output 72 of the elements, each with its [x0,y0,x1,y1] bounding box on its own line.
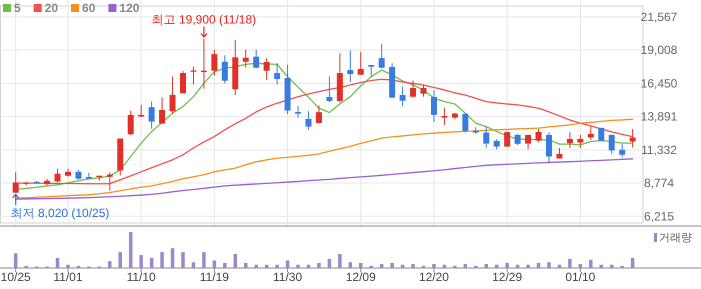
bar [578,264,582,268]
legend-label: 5 [14,1,21,15]
bar [181,252,185,268]
bar [275,264,279,268]
bar [223,262,227,268]
bar [442,264,446,268]
bar [390,262,394,268]
bar [244,262,248,268]
y-tick-label: 19,008 [640,43,678,58]
bar [170,248,174,268]
bar [14,253,18,268]
bar [526,264,530,268]
x-tick-label: 12/09 [346,270,376,284]
bar [306,264,310,268]
bar [56,258,60,268]
x-tick-label: 01/10 [565,270,596,284]
bar [212,260,216,268]
bar [359,262,363,268]
y-tick-label: 13,891 [640,110,678,124]
bar [380,264,384,268]
bar [139,255,143,268]
bar [150,258,154,268]
x-tick-label: 12/29 [492,270,522,284]
y-tick-label: 16,450 [640,76,678,90]
bar [558,264,562,268]
bar [160,252,164,268]
bar [464,264,468,268]
bar [202,252,206,268]
bar [568,259,572,268]
bar [108,261,112,268]
bar [286,260,290,268]
bar [348,262,352,268]
y-tick-label: 8,774 [644,176,674,190]
y-tick-label: 6,215 [644,209,674,224]
x-tick-label: 11/30 [272,270,302,284]
bar [536,262,540,268]
y-tick-label: 21,567 [640,10,678,24]
annotation: 최고 19,900 (11/18) [152,12,256,26]
y-tick-label: 11,332 [641,142,678,157]
bar [254,264,258,268]
bar [338,254,342,268]
bar [128,232,132,268]
bar [317,262,321,268]
bar [66,264,70,268]
bar [328,259,332,268]
bar [516,264,520,268]
bar [505,262,509,268]
legend-label: 60 [82,1,96,15]
bar [610,264,614,268]
x-tick-label: 12/20 [418,270,450,284]
bar [118,252,122,268]
bar [400,264,404,268]
legend-label: 20 [44,1,58,15]
bar [494,264,498,268]
bar [630,258,634,268]
x-tick-label: 10/25 [0,270,32,284]
x-tick-label: 11/19 [200,270,230,284]
x-tick-label: 11/01 [53,270,83,284]
bar [547,262,551,268]
bar [484,264,488,268]
x-tick-label: 11/10 [126,270,156,284]
bar [234,254,238,268]
legend-label: 거래량 [659,232,692,244]
bar [264,264,268,268]
bar [600,264,604,268]
legend-label: 120 [119,1,140,15]
bar [432,264,436,268]
bar [192,262,196,268]
bar [589,260,593,268]
bar [411,264,415,268]
bar [296,264,300,268]
annotation: 최저 8,020 (10/25) [10,206,110,220]
